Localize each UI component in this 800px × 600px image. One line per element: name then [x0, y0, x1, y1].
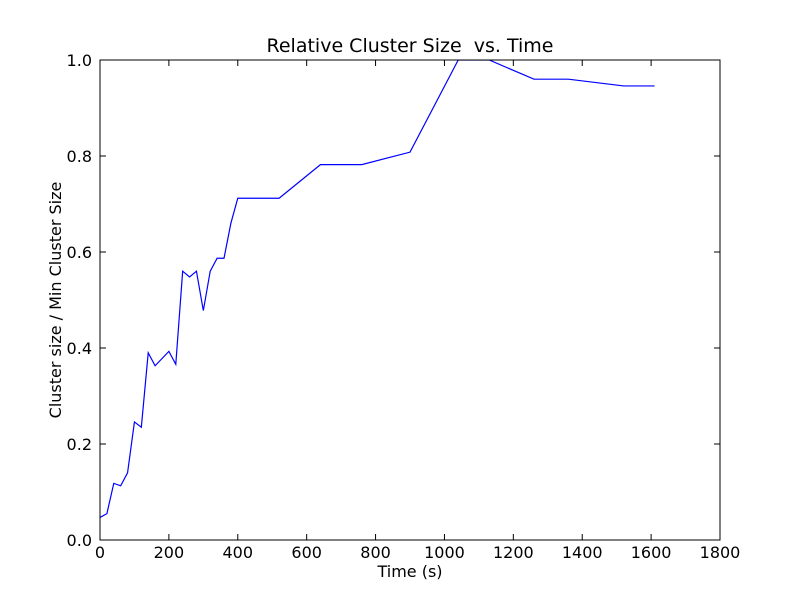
x-tick-label: 200 [154, 543, 185, 562]
y-axis-ticks: 0.0 0.2 0.4 0.6 0.8 1.0 [67, 51, 720, 550]
x-tick-label: 1600 [631, 543, 672, 562]
y-tick-label: 1.0 [67, 51, 92, 70]
x-tick-label: 600 [291, 543, 322, 562]
x-tick-label: 1400 [562, 543, 603, 562]
x-axis-label: Time (s) [376, 562, 442, 581]
x-axis-ticks: 0 200 400 600 800 1000 1200 1400 1600 1800 [95, 60, 740, 562]
x-tick-label: 1200 [493, 543, 534, 562]
x-tick-label: 400 [223, 543, 254, 562]
x-tick-label: 1000 [424, 543, 465, 562]
chart-title: Relative Cluster Size vs. Time [267, 35, 554, 57]
y-tick-label: 0.8 [67, 147, 92, 166]
series-group [100, 60, 655, 518]
y-axis-label: Cluster size / Min Cluster Size [46, 182, 65, 419]
y-tick-label: 0.4 [67, 339, 92, 358]
x-tick-label: 1800 [700, 543, 741, 562]
x-tick-label: 800 [360, 543, 391, 562]
series-line [100, 60, 655, 518]
plot-frame [99, 59, 721, 541]
y-tick-label: 0.6 [67, 243, 92, 262]
y-tick-label: 0.0 [67, 531, 92, 550]
x-tick-label: 0 [95, 543, 105, 562]
y-tick-label: 0.2 [67, 435, 92, 454]
